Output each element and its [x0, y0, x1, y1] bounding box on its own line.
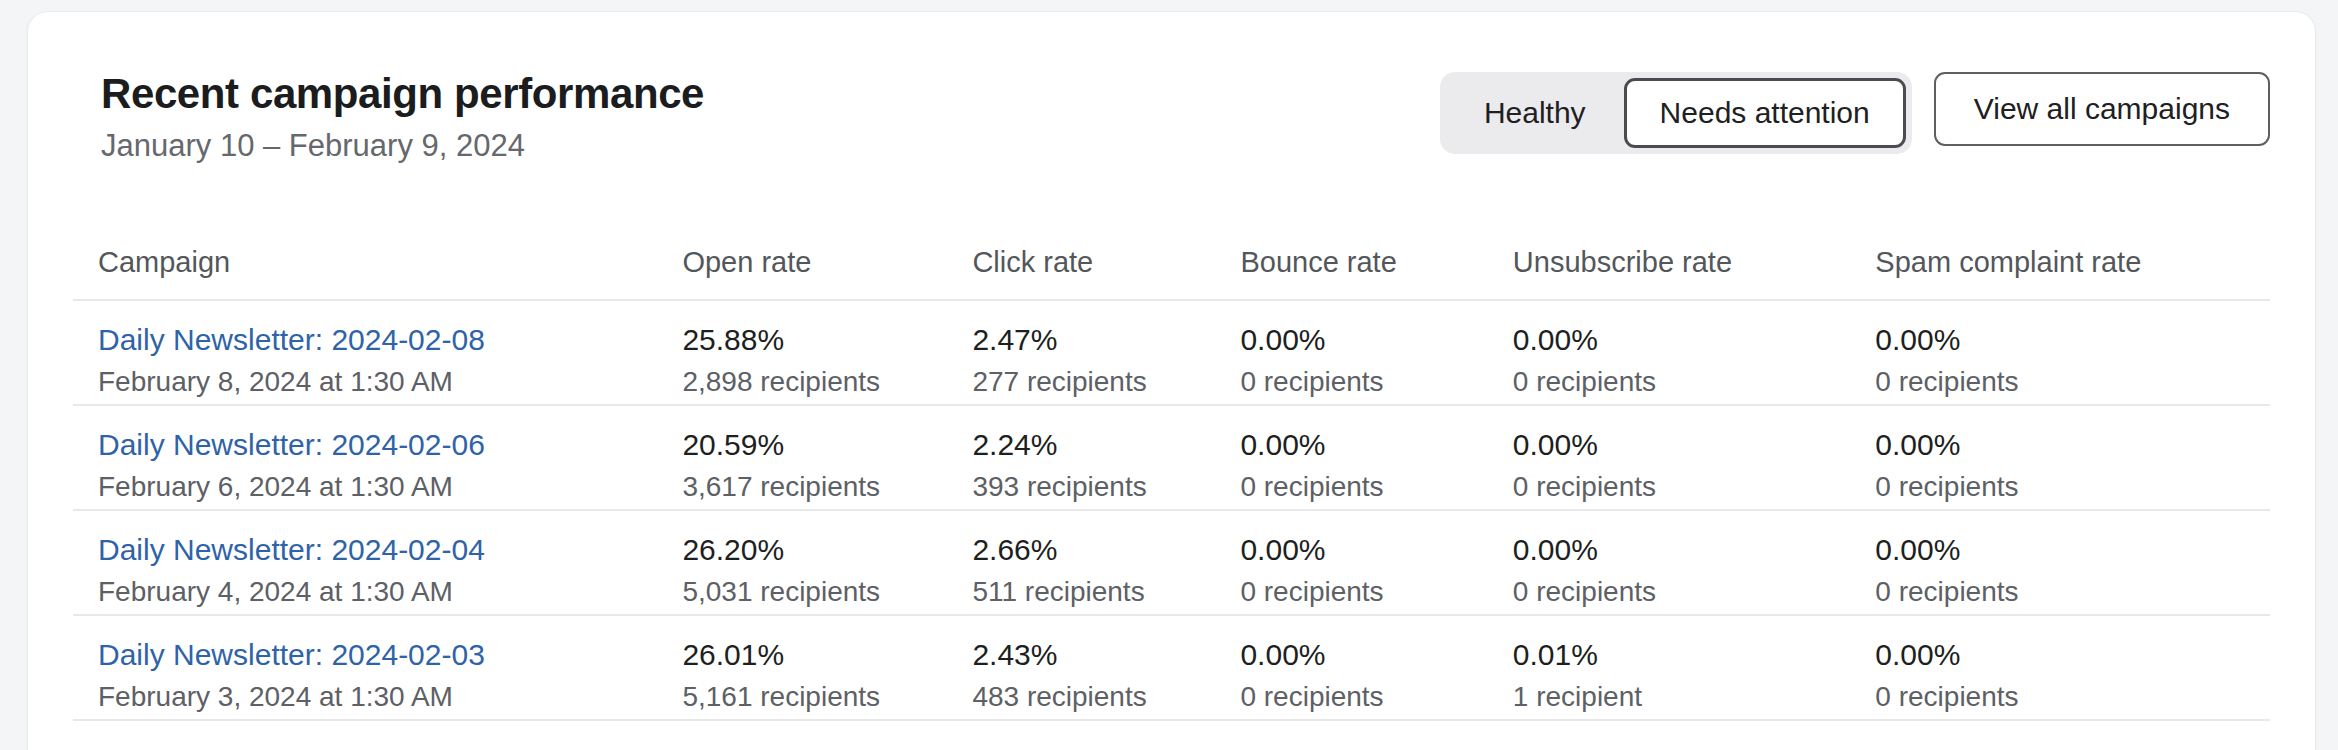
click-rate-value: 2.24%	[972, 426, 1215, 464]
campaign-sent-date: February 4, 2024 at 1:30 AM	[98, 575, 657, 609]
filter-healthy-button[interactable]: Healthy	[1446, 78, 1624, 148]
bounce-rate-value: 0.00%	[1240, 636, 1487, 674]
column-header-unsubscribe-rate: Unsubscribe rate	[1488, 238, 1851, 299]
table-row: Daily Newsletter: 2024-02-06 February 6,…	[73, 406, 2270, 511]
bounce-rate-value: 0.00%	[1240, 426, 1487, 464]
unsubscribe-rate-value: 0.00%	[1513, 531, 1851, 569]
open-rate-recipients: 2,898 recipients	[682, 365, 947, 399]
column-header-campaign: Campaign	[73, 238, 657, 299]
open-rate-cell: 26.01% 5,161 recipients	[657, 616, 947, 719]
open-rate-recipients: 3,617 recipients	[682, 470, 947, 504]
bounce-rate-recipients: 0 recipients	[1240, 680, 1487, 714]
column-header-click-rate: Click rate	[947, 238, 1215, 299]
open-rate-value: 20.59%	[682, 426, 947, 464]
date-range: January 10 – February 9, 2024	[101, 126, 704, 166]
campaign-performance-card: Recent campaign performance January 10 –…	[28, 12, 2315, 750]
filter-needs-attention-button[interactable]: Needs attention	[1624, 78, 1906, 148]
spam-rate-cell: 0.00% 0 recipients	[1850, 616, 2270, 719]
click-rate-cell: 2.24% 393 recipients	[947, 406, 1215, 509]
bounce-rate-cell: 0.00% 0 recipients	[1215, 406, 1487, 509]
unsubscribe-rate-value: 0.01%	[1513, 636, 1851, 674]
open-rate-cell: 26.20% 5,031 recipients	[657, 511, 947, 614]
unsubscribe-rate-recipients: 0 recipients	[1513, 470, 1851, 504]
click-rate-value: 2.66%	[972, 531, 1215, 569]
open-rate-recipients: 5,161 recipients	[682, 680, 947, 714]
campaign-link[interactable]: Daily Newsletter: 2024-02-04	[98, 533, 485, 566]
column-header-bounce-rate: Bounce rate	[1215, 238, 1487, 299]
click-rate-recipients: 393 recipients	[972, 470, 1215, 504]
spam-rate-recipients: 0 recipients	[1875, 575, 2270, 609]
campaign-sent-date: February 6, 2024 at 1:30 AM	[98, 470, 657, 504]
bounce-rate-cell: 0.00% 0 recipients	[1215, 616, 1487, 719]
open-rate-value: 25.88%	[682, 321, 947, 359]
click-rate-value: 2.43%	[972, 636, 1215, 674]
click-rate-recipients: 483 recipients	[972, 680, 1215, 714]
bounce-rate-value: 0.00%	[1240, 321, 1487, 359]
spam-rate-recipients: 0 recipients	[1875, 470, 2270, 504]
unsubscribe-rate-recipients: 0 recipients	[1513, 365, 1851, 399]
bounce-rate-recipients: 0 recipients	[1240, 365, 1487, 399]
click-rate-recipients: 511 recipients	[972, 575, 1215, 609]
campaign-cell: Daily Newsletter: 2024-02-08 February 8,…	[73, 301, 657, 404]
table-row: Daily Newsletter: 2024-02-08 February 8,…	[73, 301, 2270, 406]
bounce-rate-cell: 0.00% 0 recipients	[1215, 511, 1487, 614]
card-header: Recent campaign performance January 10 –…	[73, 70, 2270, 166]
open-rate-cell: 20.59% 3,617 recipients	[657, 406, 947, 509]
click-rate-recipients: 277 recipients	[972, 365, 1215, 399]
unsubscribe-rate-value: 0.00%	[1513, 426, 1851, 464]
page-background: { "header": { "title": "Recent campaign …	[0, 0, 2338, 750]
spam-rate-value: 0.00%	[1875, 321, 2270, 359]
spam-rate-recipients: 0 recipients	[1875, 680, 2270, 714]
heading-block: Recent campaign performance January 10 –…	[101, 70, 704, 166]
spam-rate-value: 0.00%	[1875, 531, 2270, 569]
spam-rate-cell: 0.00% 0 recipients	[1850, 301, 2270, 404]
table-row: Daily Newsletter: 2024-02-04 February 4,…	[73, 511, 2270, 616]
campaign-link[interactable]: Daily Newsletter: 2024-02-08	[98, 323, 485, 356]
click-rate-cell: 2.43% 483 recipients	[947, 616, 1215, 719]
spam-rate-cell: 0.00% 0 recipients	[1850, 406, 2270, 509]
bounce-rate-recipients: 0 recipients	[1240, 575, 1487, 609]
campaign-sent-date: February 8, 2024 at 1:30 AM	[98, 365, 657, 399]
campaign-sent-date: February 3, 2024 at 1:30 AM	[98, 680, 657, 714]
click-rate-value: 2.47%	[972, 321, 1215, 359]
open-rate-recipients: 5,031 recipients	[682, 575, 947, 609]
unsubscribe-rate-value: 0.00%	[1513, 321, 1851, 359]
unsubscribe-rate-cell: 0.00% 0 recipients	[1488, 511, 1851, 614]
unsubscribe-rate-recipients: 0 recipients	[1513, 575, 1851, 609]
unsubscribe-rate-cell: 0.00% 0 recipients	[1488, 301, 1851, 404]
page-title: Recent campaign performance	[101, 70, 704, 118]
view-all-campaigns-button[interactable]: View all campaigns	[1934, 72, 2270, 146]
table-row: Daily Newsletter: 2024-02-03 February 3,…	[73, 616, 2270, 721]
spam-rate-value: 0.00%	[1875, 426, 2270, 464]
unsubscribe-rate-recipients: 1 recipient	[1513, 680, 1851, 714]
column-header-spam-complaint-rate: Spam complaint rate	[1850, 238, 2270, 299]
unsubscribe-rate-cell: 0.00% 0 recipients	[1488, 406, 1851, 509]
bounce-rate-cell: 0.00% 0 recipients	[1215, 301, 1487, 404]
spam-rate-recipients: 0 recipients	[1875, 365, 2270, 399]
campaign-cell: Daily Newsletter: 2024-02-04 February 4,…	[73, 511, 657, 614]
click-rate-cell: 2.66% 511 recipients	[947, 511, 1215, 614]
unsubscribe-rate-cell: 0.01% 1 recipient	[1488, 616, 1851, 719]
spam-rate-cell: 0.00% 0 recipients	[1850, 511, 2270, 614]
click-rate-cell: 2.47% 277 recipients	[947, 301, 1215, 404]
campaign-cell: Daily Newsletter: 2024-02-03 February 3,…	[73, 616, 657, 719]
open-rate-cell: 25.88% 2,898 recipients	[657, 301, 947, 404]
open-rate-value: 26.01%	[682, 636, 947, 674]
campaign-link[interactable]: Daily Newsletter: 2024-02-03	[98, 638, 485, 671]
health-filter-segmented-control: Healthy Needs attention	[1440, 72, 1912, 154]
table-header-row: Campaign Open rate Click rate Bounce rat…	[73, 238, 2270, 301]
campaign-table: Campaign Open rate Click rate Bounce rat…	[73, 238, 2270, 721]
bounce-rate-value: 0.00%	[1240, 531, 1487, 569]
header-controls: Healthy Needs attention View all campaig…	[1440, 72, 2270, 154]
column-header-open-rate: Open rate	[657, 238, 947, 299]
spam-rate-value: 0.00%	[1875, 636, 2270, 674]
bounce-rate-recipients: 0 recipients	[1240, 470, 1487, 504]
campaign-cell: Daily Newsletter: 2024-02-06 February 6,…	[73, 406, 657, 509]
open-rate-value: 26.20%	[682, 531, 947, 569]
campaign-link[interactable]: Daily Newsletter: 2024-02-06	[98, 428, 485, 461]
